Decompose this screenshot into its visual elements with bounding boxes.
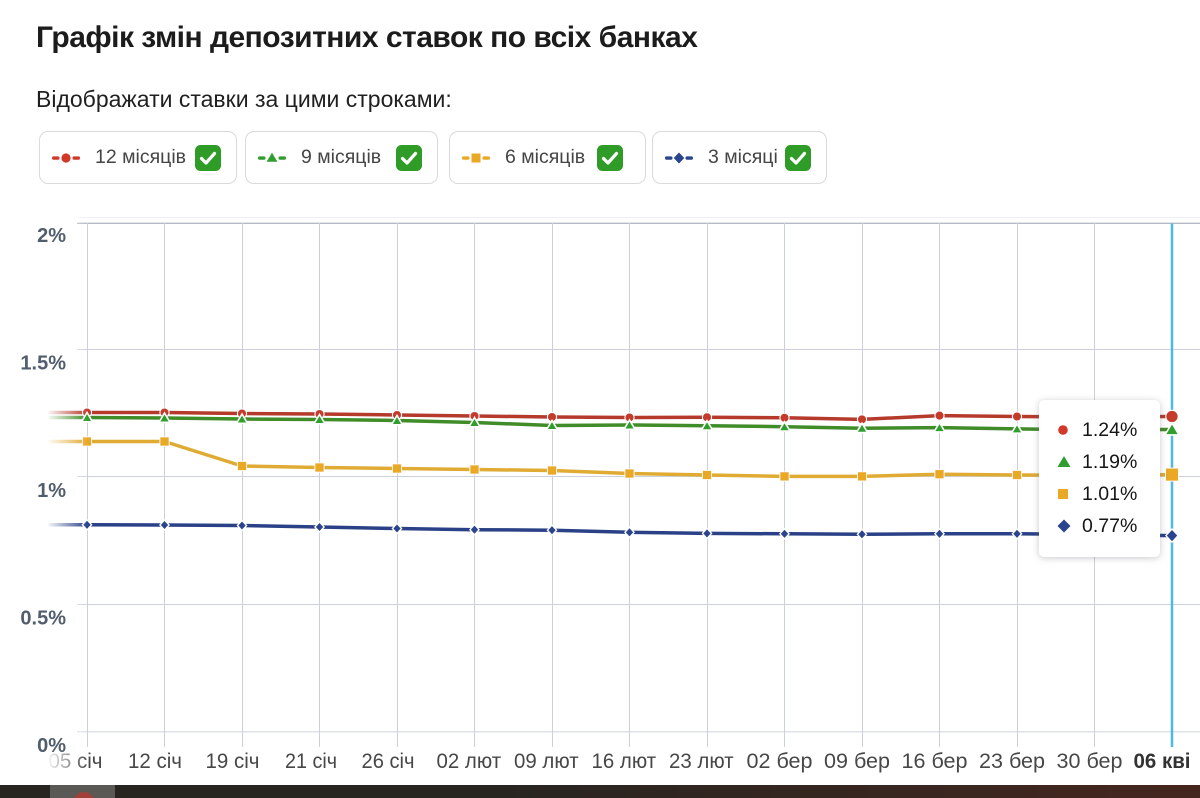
svg-text:0%: 0% [37,735,66,757]
svg-text:09 лют: 09 лют [514,750,579,773]
svg-text:0.5%: 0.5% [20,608,66,630]
svg-text:19 січ: 19 січ [206,750,260,773]
svg-text:16 бер: 16 бер [902,750,968,773]
svg-text:02 бер: 02 бер [747,750,813,773]
svg-text:1.5%: 1.5% [20,353,66,375]
svg-text:06 кві: 06 кві [1134,750,1191,773]
svg-text:02 лют: 02 лют [437,750,502,773]
svg-text:16 лют: 16 лют [592,750,657,773]
svg-text:1%: 1% [37,480,66,502]
svg-text:2%: 2% [37,225,66,247]
svg-text:09 бер: 09 бер [824,750,890,773]
svg-text:30 бер: 30 бер [1057,750,1123,773]
svg-text:23 лют: 23 лют [669,750,734,773]
svg-text:12 січ: 12 січ [128,750,182,773]
svg-text:26 січ: 26 січ [362,750,415,773]
svg-text:23 бер: 23 бер [979,750,1045,773]
svg-text:21 січ: 21 січ [285,750,337,773]
